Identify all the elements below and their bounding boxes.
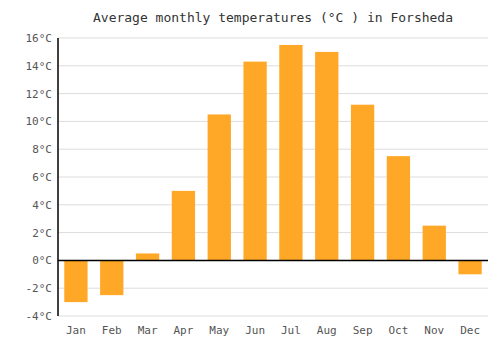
y-tick-label: -2°C [26, 282, 53, 295]
x-tick-label: Jul [281, 324, 301, 337]
x-tick-label: Feb [102, 324, 122, 337]
grid-line [58, 177, 488, 178]
bar [136, 253, 159, 260]
y-tick-label: 12°C [26, 88, 53, 101]
grid-line [58, 316, 488, 317]
x-tick-label: Nov [424, 324, 444, 337]
y-tick-label: 14°C [26, 60, 53, 73]
bar [243, 62, 266, 261]
bar [458, 260, 481, 274]
grid-line [58, 204, 488, 205]
x-tick-label: Sep [353, 324, 373, 337]
y-tick-label: 16°C [26, 32, 53, 45]
title: Average monthly temperatures (°C ) in Fo… [93, 10, 453, 25]
y-tick-label: 0°C [32, 254, 52, 267]
grid-line [58, 38, 488, 39]
y-axis-line [57, 38, 59, 316]
bar [64, 260, 87, 302]
x-tick-label: Dec [460, 324, 480, 337]
x-tick-label: Aug [317, 324, 337, 337]
grid-line [58, 93, 488, 94]
x-tick-label: Oct [388, 324, 408, 337]
y-tick-label: 2°C [32, 227, 52, 240]
bar [208, 114, 231, 260]
y-tick-label: 6°C [32, 171, 52, 184]
grid-line [58, 121, 488, 122]
y-tick-label: 10°C [26, 115, 53, 128]
chart: Average monthly temperatures (°C ) in Fo… [0, 0, 500, 350]
bars [64, 45, 481, 302]
x-tick-label: Jun [245, 324, 265, 337]
bar [279, 45, 302, 260]
x-tick-label: May [209, 324, 229, 337]
bar [100, 260, 123, 295]
x-tick-label: Jan [66, 324, 86, 337]
x-tick-label: Mar [138, 324, 158, 337]
grid [58, 38, 488, 316]
grid-line [58, 149, 488, 150]
bar [423, 226, 446, 261]
bar [315, 52, 338, 261]
bar [172, 191, 195, 261]
y-tick-label: -4°C [26, 310, 53, 323]
x-tick-label: Apr [173, 324, 193, 337]
y-tick-label: 4°C [32, 199, 52, 212]
bar [387, 156, 410, 260]
y-tick-label: 8°C [32, 143, 52, 156]
zero-line [58, 260, 488, 262]
grid-line [58, 65, 488, 66]
grid-line [58, 260, 488, 261]
bar [351, 105, 374, 261]
